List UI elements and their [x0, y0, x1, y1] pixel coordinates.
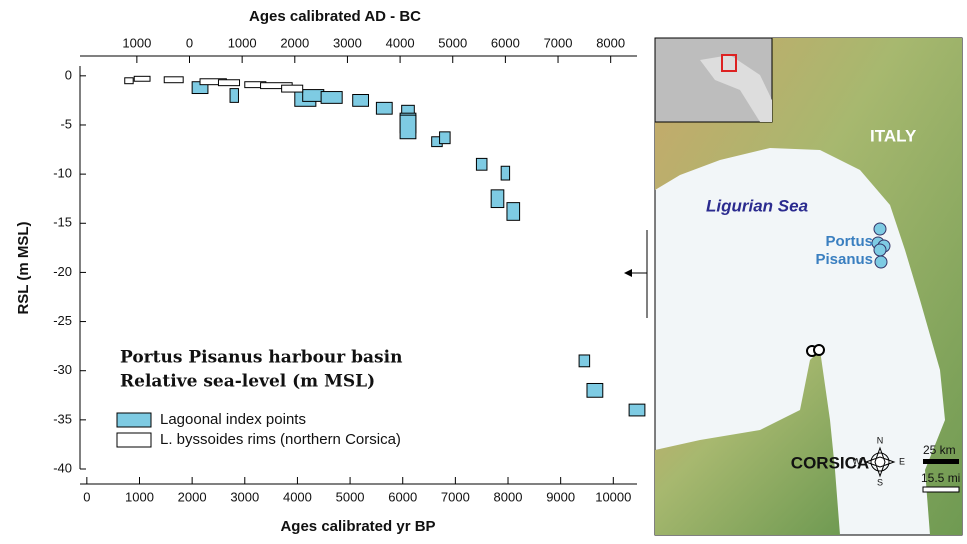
scale-mi: 15.5 mi	[921, 471, 960, 485]
x2-tick-label: 8000	[596, 35, 625, 50]
legend-swatch	[117, 433, 151, 447]
country-label: ITALY	[870, 126, 917, 145]
x-axis-title: Ages calibrated yr BP	[280, 518, 435, 535]
site-label: Portus	[825, 233, 873, 250]
compass-s: S	[877, 477, 883, 487]
x-tick-label: 2000	[178, 489, 207, 504]
age-box	[230, 89, 238, 103]
legend-label: L. byssoides rims (northern Corsica)	[160, 431, 401, 448]
x-tick-label: 8000	[494, 489, 523, 504]
y-tick-label: -30	[53, 362, 72, 377]
x2-tick-label: 5000	[438, 35, 467, 50]
age-box	[164, 77, 183, 83]
age-box	[587, 383, 603, 397]
x-tick-label: 1000	[125, 489, 154, 504]
legend-swatch	[117, 413, 151, 427]
legend-label: Lagoonal index points	[160, 411, 306, 428]
x2-tick-label: 4000	[386, 35, 415, 50]
age-box	[321, 92, 342, 104]
x-tick-label: 4000	[283, 489, 312, 504]
x2-tick-label: 1000	[122, 35, 151, 50]
age-box	[218, 80, 239, 86]
compass-w: W	[853, 456, 862, 466]
age-box	[400, 115, 416, 139]
x-tick-label: 9000	[546, 489, 575, 504]
map: ITALY Ligurian Sea Portus Pisanus CORSIC…	[655, 38, 962, 535]
age-box	[376, 102, 392, 114]
x-tick-label: 6000	[388, 489, 417, 504]
y-tick-label: -10	[53, 166, 72, 181]
scale-km: 25 km	[923, 443, 956, 457]
y-tick-label: 0	[65, 67, 72, 82]
figure: Ages calibrated AD - BC Ages calibrated …	[0, 0, 967, 539]
sea-label: Ligurian Sea	[706, 196, 808, 215]
x-tick-label: 7000	[441, 489, 470, 504]
y-tick-label: -15	[53, 215, 72, 230]
age-box	[282, 85, 303, 92]
age-box	[476, 158, 487, 170]
y-tick-label: -35	[53, 411, 72, 426]
age-box	[507, 203, 520, 221]
corsica-points	[807, 345, 824, 356]
age-box	[491, 190, 504, 208]
age-box	[303, 90, 324, 102]
age-box	[440, 132, 451, 144]
y-tick-label: -5	[60, 116, 72, 131]
age-box	[353, 95, 369, 107]
y-tick-label: -20	[53, 264, 72, 279]
x2-tick-label: 7000	[544, 35, 573, 50]
x2-tick-label: 0	[186, 35, 193, 50]
x2-tick-label: 2000	[280, 35, 309, 50]
age-box	[501, 166, 509, 180]
compass-e: E	[899, 456, 905, 466]
x-tick-label: 10000	[595, 489, 631, 504]
scale-bar	[923, 459, 959, 464]
compass-n: N	[877, 435, 884, 445]
annotation: Portus Pisanus harbour basin	[120, 348, 402, 368]
age-box	[579, 355, 590, 367]
x2-tick-label: 3000	[333, 35, 362, 50]
x-tick-label: 5000	[336, 489, 365, 504]
annotation: Relative sea-level (m MSL)	[120, 372, 375, 392]
arrowhead	[624, 269, 632, 277]
page: {"chart_data": {"type": "box-scatter", "…	[0, 0, 967, 544]
y-axis-title: RSL (m MSL)	[15, 221, 32, 314]
scale-bar	[923, 487, 959, 492]
x-tick-label: 3000	[230, 489, 259, 504]
y-tick-label: -25	[53, 313, 72, 328]
x2-tick-label: 1000	[228, 35, 257, 50]
x-tick-label: 0	[83, 489, 90, 504]
top-axis-title: Ages calibrated AD - BC	[249, 8, 421, 25]
x2-tick-label: 6000	[491, 35, 520, 50]
site-label: Pisanus	[815, 251, 873, 268]
age-box	[125, 78, 133, 84]
age-box	[134, 76, 150, 81]
y-tick-label: -40	[53, 460, 72, 475]
age-box	[629, 404, 645, 416]
